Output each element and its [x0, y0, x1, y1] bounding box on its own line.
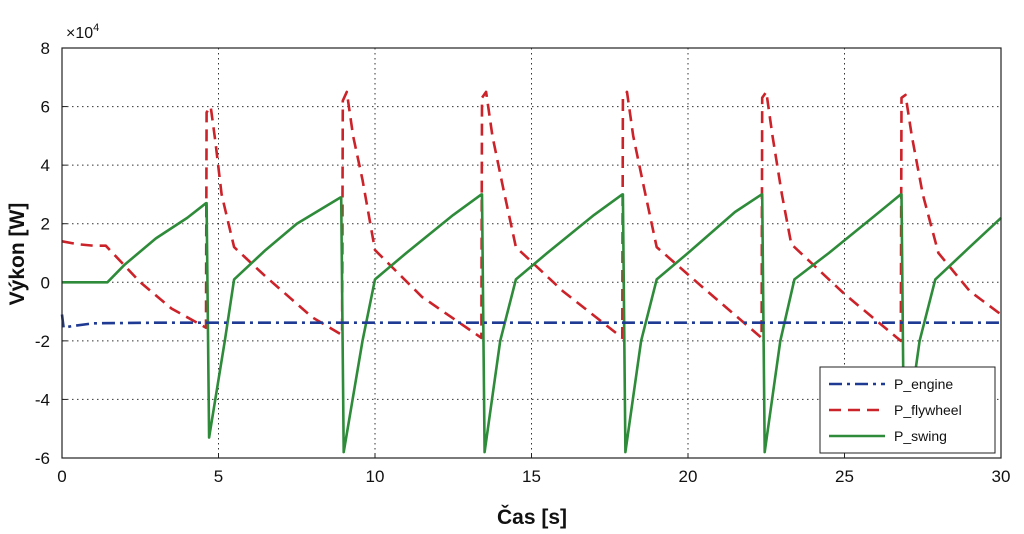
x-tick-label: 20 — [679, 467, 698, 486]
y-tick-label: 0 — [41, 273, 50, 292]
legend-label: P_flywheel — [894, 402, 962, 418]
y-tick-label: 2 — [41, 215, 50, 234]
x-tick-label: 25 — [835, 467, 854, 486]
y-tick-label: -6 — [35, 449, 50, 468]
plot-frame — [61, 47, 1002, 459]
y-tick-label: -4 — [35, 390, 50, 409]
series-line-p-swing — [62, 193, 1002, 454]
legend-label: P_swing — [894, 428, 947, 444]
x-tick-label: 15 — [522, 467, 541, 486]
legend: P_engine P_flywheel P_swing — [819, 366, 996, 454]
y-multiplier: ×104 — [66, 22, 99, 42]
x-tick-label: 30 — [992, 467, 1011, 486]
tick-labels: 0 5 10 15 20 25 30 -6 -4 -2 0 2 4 6 8 — [35, 39, 1011, 486]
legend-label: P_engine — [894, 376, 953, 392]
y-tick-label: 8 — [41, 39, 50, 58]
y-tick-label: 4 — [41, 156, 50, 175]
series-line-p-flywheel — [61, 90, 1002, 343]
y-tick-label: -2 — [35, 332, 50, 351]
y-axis-label: Výkon [W] — [6, 203, 29, 306]
series-lines — [60, 90, 1002, 454]
y-tick-label: 6 — [41, 98, 50, 117]
y-multiplier-exponent: 4 — [93, 22, 99, 34]
x-tick-label: 10 — [366, 467, 385, 486]
x-tick-label: 5 — [214, 467, 223, 486]
series-line-p-engine — [60, 314, 1001, 330]
x-tick-label: 0 — [57, 467, 66, 486]
x-axis-label: Čas [s] — [497, 505, 567, 529]
